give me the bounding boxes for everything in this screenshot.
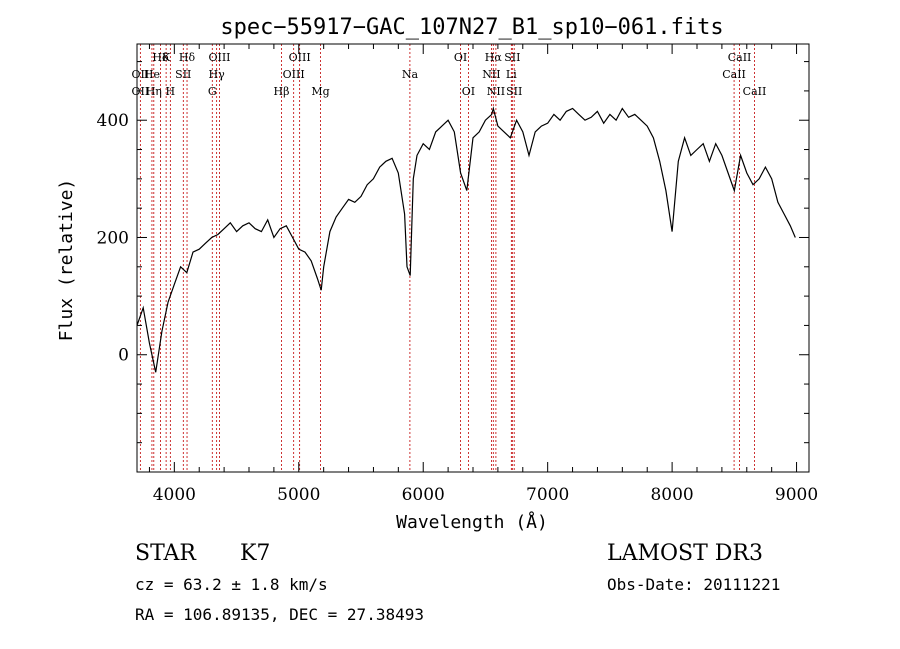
survey-name: LAMOST DR3	[607, 541, 763, 566]
x-axis-ticks: 4000 5000 6000 7000 8000 9000	[148, 44, 818, 505]
spectral-line-label: Hβ	[274, 85, 290, 98]
object-subclass: K7	[240, 541, 270, 566]
spectral-line-label: H	[166, 85, 176, 98]
spectral-line-label: Hδ	[152, 51, 169, 64]
spectral-line-label: Mg	[311, 85, 329, 98]
x-tick-label: 4000	[153, 485, 196, 505]
y-tick-label: 200	[97, 228, 129, 248]
spectral-line-label: OI	[454, 51, 467, 64]
spectral-line-markers	[139, 44, 755, 472]
spectral-line-label: Na	[402, 68, 419, 81]
spectral-line-label: NII	[487, 85, 505, 98]
spectral-line-label: Hδ	[179, 51, 196, 64]
obs-date-text: Obs-Date: 20111221	[607, 575, 780, 594]
spectral-line-label: Hα	[485, 51, 503, 64]
x-tick-label: 9000	[775, 485, 818, 505]
x-tick-label: 7000	[526, 485, 569, 505]
spectral-line-label: OI	[462, 85, 475, 98]
spectral-line-label: Li	[506, 68, 517, 81]
spectral-line-label: OII	[132, 68, 150, 81]
redshift-text: cz = 63.2 ± 1.8 km/s	[135, 575, 328, 594]
spectral-line-label: NII	[482, 68, 500, 81]
y-tick-label: 400	[97, 111, 129, 131]
spectral-line-label: CaII	[722, 68, 746, 81]
y-tick-label: 0	[118, 346, 129, 366]
spectral-line-label: Hγ	[209, 68, 226, 81]
spectral-line-label: OIII	[283, 68, 305, 81]
spectral-line-label: He	[144, 68, 160, 81]
spectral-line-label: SII	[504, 51, 520, 64]
plot-frame	[136, 43, 810, 473]
y-axis-ticks: 0 200 400	[97, 61, 809, 444]
spectral-line-label: G	[208, 85, 217, 98]
spectral-line-label: CaII	[743, 85, 767, 98]
spectral-line-label: SII	[506, 85, 522, 98]
x-tick-label: 5000	[277, 485, 320, 505]
x-tick-label: 8000	[650, 485, 693, 505]
spectral-line-label: OII	[132, 85, 150, 98]
x-axis-label: Wavelength (Å)	[396, 511, 548, 533]
spectral-line-label: SII	[175, 68, 191, 81]
spectral-line-label: CaII	[728, 51, 752, 64]
coordinates-text: RA = 106.89135, DEC = 27.38493	[135, 605, 424, 624]
spectral-line-label: OIII	[208, 51, 230, 64]
spectral-line-label: OIII	[289, 51, 311, 64]
chart-title: spec−55917−GAC_107N27_B1_sp10−061.fits	[220, 15, 723, 40]
object-class: STAR	[135, 541, 197, 566]
x-tick-label: 6000	[402, 485, 445, 505]
spectral-line-label: K	[162, 51, 171, 64]
spectral-line-label: Hη	[146, 85, 162, 98]
spectrum-series-line	[136, 106, 796, 373]
y-axis-label: Flux (relative)	[56, 179, 77, 342]
